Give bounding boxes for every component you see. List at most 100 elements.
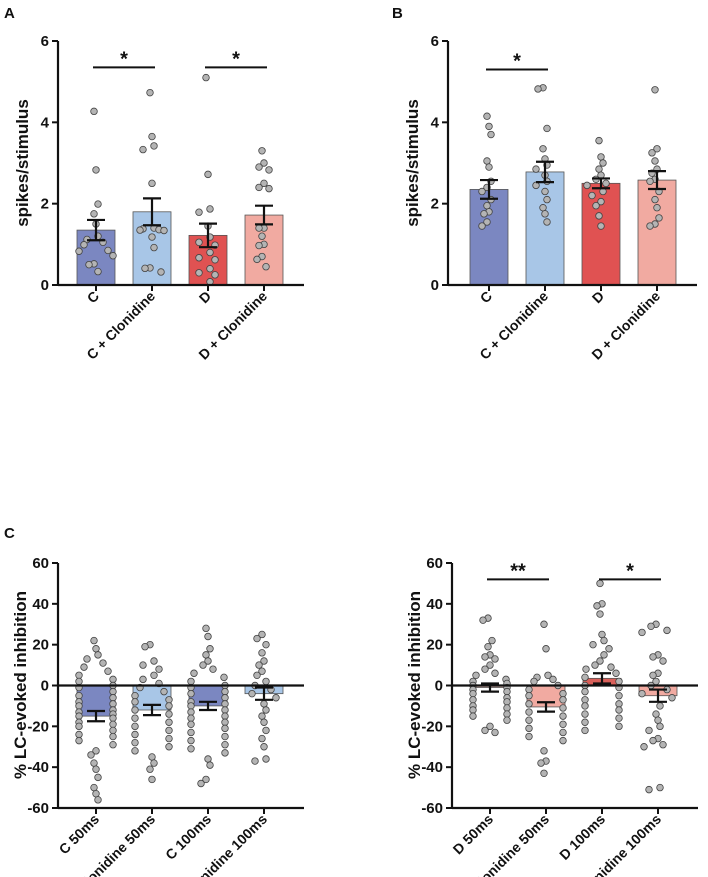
- data-point: [187, 708, 195, 716]
- data-point: [253, 255, 261, 264]
- data-point: [653, 145, 661, 153]
- data-point: [656, 722, 664, 731]
- x-tick-label: C: [477, 288, 495, 306]
- data-point: [539, 145, 547, 153]
- data-point: [483, 157, 491, 165]
- significance-label: *: [626, 560, 634, 582]
- data-point: [165, 743, 173, 751]
- data-point: [649, 653, 657, 661]
- data-point: [588, 191, 596, 200]
- data-point: [265, 166, 273, 174]
- data-point: [663, 626, 671, 635]
- y-tick-label: -40: [421, 759, 443, 776]
- data-point: [90, 783, 98, 792]
- data-point: [539, 204, 547, 212]
- data-point: [150, 142, 158, 150]
- data-point: [484, 643, 492, 651]
- x-tick-label: D 50ms: [450, 811, 497, 858]
- data-point: [109, 694, 117, 702]
- data-point: [80, 241, 88, 249]
- data-point: [483, 201, 491, 210]
- data-point: [478, 187, 486, 196]
- data-point: [525, 732, 533, 741]
- data-point: [600, 636, 608, 645]
- y-tick-label: 60: [426, 555, 443, 572]
- data-point: [195, 269, 203, 277]
- data-point: [75, 736, 83, 745]
- data-point: [472, 671, 480, 679]
- data-point: [260, 700, 268, 708]
- data-point: [596, 579, 604, 588]
- data-point: [258, 232, 266, 240]
- data-point: [150, 657, 158, 665]
- x-tick-label: D: [196, 288, 214, 306]
- data-point: [582, 665, 590, 673]
- data-point: [221, 724, 229, 733]
- data-point: [83, 655, 91, 663]
- data-point: [87, 751, 95, 759]
- data-point: [602, 179, 610, 188]
- data-point: [599, 159, 607, 167]
- data-point: [542, 645, 550, 653]
- data-point: [593, 602, 601, 610]
- data-point: [150, 243, 158, 252]
- data-point: [581, 673, 589, 682]
- data-point: [139, 145, 147, 154]
- data-point: [165, 702, 173, 710]
- data-point: [525, 724, 533, 733]
- data-point: [109, 252, 117, 260]
- data-point: [260, 179, 268, 188]
- data-point: [260, 743, 268, 751]
- data-point: [260, 718, 268, 726]
- data-point: [525, 700, 533, 708]
- x-tick-label: C: [84, 288, 102, 306]
- chart-panel-c: -60 -40 -20 0 20 40 60 % LC-evoked inhibition C …: [11, 555, 304, 877]
- significance-label: **: [510, 560, 526, 582]
- data-point: [543, 124, 551, 133]
- data-point: [540, 769, 548, 777]
- data-point: [598, 630, 606, 639]
- data-point: [262, 677, 270, 686]
- data-point: [99, 659, 107, 667]
- data-point: [581, 726, 589, 735]
- data-point: [595, 165, 603, 173]
- y-tick-label: 0: [435, 678, 443, 695]
- data-point: [109, 741, 117, 749]
- y-tick-label: 4: [41, 114, 50, 131]
- x-tick-label: D: [589, 288, 607, 306]
- data-point: [255, 241, 263, 250]
- y-tick-label: 2: [431, 196, 439, 213]
- data-point: [131, 722, 139, 731]
- data-point: [221, 732, 229, 741]
- data-point: [595, 136, 603, 145]
- data-point: [136, 226, 144, 234]
- data-point: [483, 218, 491, 226]
- x-tick-label: D 100ms: [556, 811, 608, 863]
- data-point: [211, 271, 219, 279]
- data-point: [139, 661, 147, 669]
- data-point: [651, 157, 659, 165]
- data-point: [485, 122, 493, 131]
- data-point: [647, 622, 655, 630]
- data-point: [92, 765, 100, 773]
- data-point: [206, 265, 214, 273]
- data-point: [75, 702, 83, 710]
- data-point: [581, 696, 589, 704]
- data-point: [272, 694, 280, 702]
- data-point: [655, 214, 663, 222]
- data-point: [148, 753, 156, 761]
- data-point: [187, 720, 195, 728]
- y-tick-label: 6: [41, 33, 49, 50]
- data-point: [221, 706, 229, 714]
- data-point: [160, 226, 168, 235]
- data-point: [480, 210, 488, 218]
- data-point: [187, 728, 195, 737]
- data-point: [615, 714, 623, 722]
- data-point: [640, 743, 648, 751]
- data-point: [131, 738, 139, 747]
- data-point: [255, 183, 263, 192]
- data-point: [596, 657, 604, 665]
- data-point: [549, 675, 557, 684]
